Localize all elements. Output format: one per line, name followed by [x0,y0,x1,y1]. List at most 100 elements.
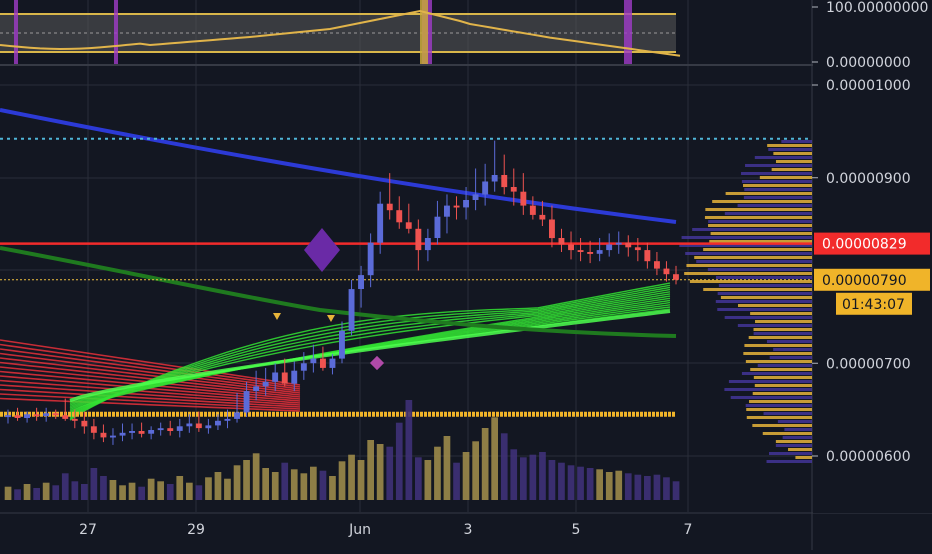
candle-body[interactable] [14,415,21,418]
candle-body[interactable] [615,242,622,245]
candle-body[interactable] [24,414,30,418]
volume-bar [376,444,384,500]
candle-body[interactable] [539,214,546,220]
candle-body[interactable] [52,413,59,416]
candle-body[interactable] [205,425,212,429]
candle-body[interactable] [43,413,50,417]
candle-body[interactable] [310,358,317,364]
volume-profile-bar [781,140,812,143]
volume-bar [119,485,126,500]
candle-body[interactable] [5,415,11,418]
volume-profile-bar [710,232,812,235]
volume-bar [415,457,422,500]
candle-body[interactable] [234,412,240,419]
candle-body[interactable] [472,194,479,200]
volume-profile-bar [724,388,812,391]
candle-body[interactable] [663,268,670,275]
candle-body[interactable] [243,391,250,413]
candle-body[interactable] [367,242,374,276]
candle-body[interactable] [215,420,221,426]
candle-body[interactable] [281,372,288,384]
candle-body[interactable] [129,431,135,433]
candle-body[interactable] [300,363,307,371]
candle-body[interactable] [157,428,164,431]
candle-body[interactable] [634,247,641,251]
volume-bar [100,476,107,500]
candle-body[interactable] [195,423,202,429]
candle-body[interactable] [119,432,126,436]
time-tick-label: 5 [572,522,581,538]
candle-body[interactable] [272,372,279,382]
candle-body[interactable] [424,238,431,251]
countdown-badge [836,292,912,315]
volume-profile-bar [718,284,812,287]
volume-bar [71,481,79,500]
candle-body[interactable] [558,238,565,245]
candle-body[interactable] [529,205,536,215]
volume-profile-bar [766,460,812,463]
candle-body[interactable] [625,242,632,248]
candle-body[interactable] [176,426,183,431]
candle-body[interactable] [339,330,345,359]
candle-body[interactable] [453,205,460,208]
candle-body[interactable] [33,414,40,417]
candle-body[interactable] [568,244,574,251]
candle-body[interactable] [291,370,298,384]
candle-body[interactable] [358,275,364,289]
time-tick-label: Jun [348,522,371,538]
volume-bar [624,473,632,500]
candle-body[interactable] [577,250,584,252]
diamond-marker [304,228,340,272]
candle-body[interactable] [71,418,78,421]
candle-body[interactable] [510,187,517,192]
volume-profile-bar [744,344,812,347]
candle-body[interactable] [415,228,422,251]
candle-body[interactable] [110,435,116,438]
volume-bar [338,461,346,500]
volume-profile-bar [684,272,812,275]
candle-body[interactable] [654,261,660,269]
candle-body[interactable] [62,415,69,419]
candle-body[interactable] [224,418,231,421]
candle-body[interactable] [549,219,555,239]
candle-body[interactable] [377,203,384,243]
candle-body[interactable] [100,432,107,438]
price-tick-label: 0.00001000 [826,78,911,94]
candle-body[interactable] [90,426,97,433]
candle-body[interactable] [482,181,489,195]
volume-bar [663,477,670,500]
candle-body[interactable] [148,430,155,434]
candle-body[interactable] [587,252,594,254]
candle-body[interactable] [520,191,527,206]
candle-body[interactable] [138,431,145,434]
candle-body[interactable] [81,420,88,427]
candle-body[interactable] [463,200,469,208]
candle-body[interactable] [320,358,326,368]
candle-body[interactable] [434,216,441,238]
candle-body[interactable] [501,175,508,188]
ma-ribbon-red-line [0,379,301,404]
candle-body[interactable] [444,205,450,217]
candle-body[interactable] [644,250,651,262]
volume-profile-bar [737,304,812,307]
candle-body[interactable] [606,244,613,251]
ma-ribbon-red-line [0,343,301,388]
price-tick-label: 0.00000900 [826,171,911,187]
candle-body[interactable] [186,423,193,427]
candle-body[interactable] [348,289,355,331]
volume-bar [644,476,651,500]
volume-bar [109,480,117,500]
candle-body[interactable] [596,250,603,254]
candle-body[interactable] [396,210,403,223]
candle-body[interactable] [673,274,679,280]
candle-body[interactable] [386,203,393,211]
candle-body[interactable] [262,381,269,387]
candle-body[interactable] [253,386,260,391]
candle-body[interactable] [491,175,498,182]
candle-body[interactable] [329,358,336,368]
down-triangle-marker [273,313,281,320]
candle-body[interactable] [167,428,174,431]
volume-bar [520,457,527,500]
candle-body[interactable] [405,222,412,229]
